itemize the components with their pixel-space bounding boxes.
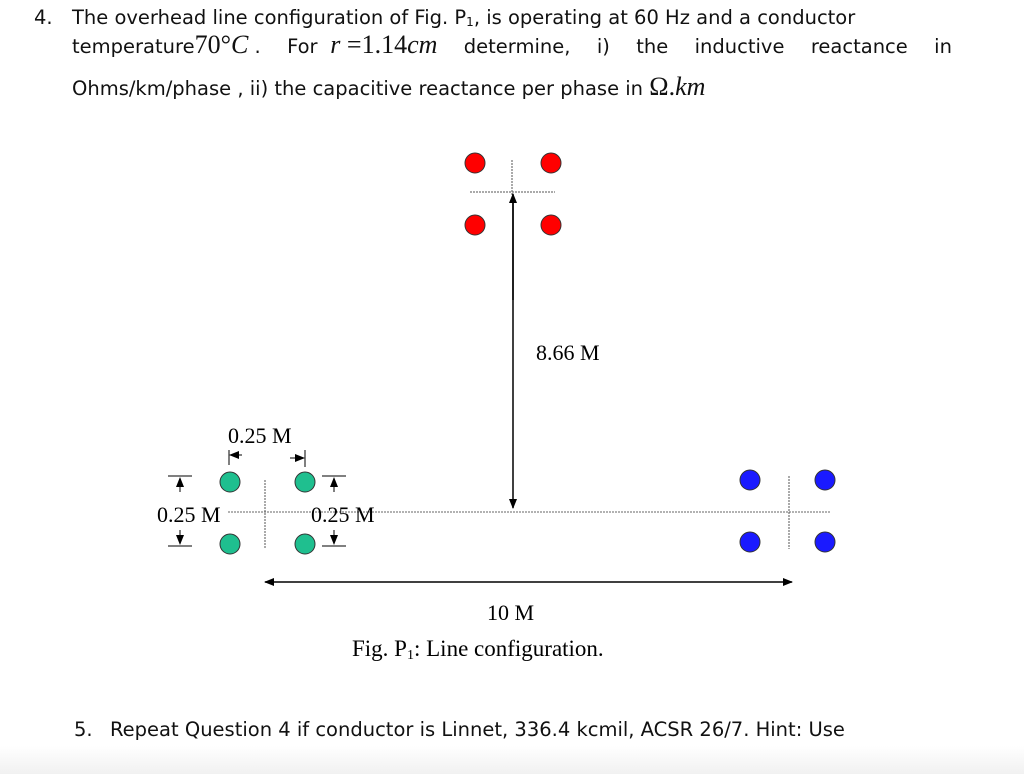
question-4-line-3: Ohms/km/phase , ii) the capacitive react… <box>72 72 705 102</box>
figure-caption: Fig. P1: Line configuration. <box>352 636 604 663</box>
text: determine, <box>463 35 571 58</box>
question-5-line-1: Repeat Question 4 if conductor is Linnet… <box>110 718 845 741</box>
horizontal-distance-label: 10 M <box>487 600 534 625</box>
text: The overhead line configuration of Fig. … <box>72 6 467 29</box>
conductor-blue <box>739 531 761 553</box>
text: inductive <box>694 35 785 58</box>
conductor-green <box>219 533 241 555</box>
unit-expression: Ω.km <box>649 72 706 101</box>
text: For <box>287 35 318 58</box>
question-4-line-2: temperature70°C . For r =1.14cm determin… <box>72 30 952 60</box>
text: reactance <box>810 35 908 58</box>
text: the <box>636 35 669 58</box>
vertical-distance-label: 8.66 M <box>536 340 600 365</box>
question-number: 4. <box>34 6 53 29</box>
text: Ohms/km/phase , ii) the capacitive react… <box>72 77 650 100</box>
vertical-dimension: 8.66 M <box>509 193 600 509</box>
top-phase-bundle <box>464 152 562 236</box>
conductor-red <box>464 214 486 236</box>
conductor-green <box>294 471 316 493</box>
right-phase-bundle <box>739 469 836 553</box>
bottom-fade <box>0 746 1024 774</box>
radius-expression: r =1.14cm <box>330 30 438 59</box>
conductor-blue <box>814 531 836 553</box>
conductor-red <box>540 152 562 174</box>
conductor-red <box>540 214 562 236</box>
subscript: 1 <box>466 15 474 29</box>
question-number: 5. <box>74 718 93 741</box>
conductor-blue <box>739 469 761 491</box>
conductor-blue <box>814 469 836 491</box>
temperature-value: 70°C <box>194 30 249 59</box>
text: in <box>934 35 952 58</box>
text: . <box>254 35 261 58</box>
conductor-red <box>464 152 486 174</box>
left-phase-bundle: 0.25 M 0.25 M 0.25 M <box>157 423 375 555</box>
bundle-vertical-spacing-right-label: 0.25 M <box>311 502 375 527</box>
bundle-vertical-spacing-left-label: 0.25 M <box>157 502 221 527</box>
text: , is operating at 60 Hz and a conductor <box>473 6 856 29</box>
temperature-label: temperature <box>72 35 195 58</box>
conductor-green <box>219 471 241 493</box>
line-configuration-figure: 8.66 M 0.25 M 0.25 M 0.25 M <box>157 152 836 663</box>
text: i) <box>596 35 610 58</box>
conductor-green <box>294 533 316 555</box>
bundle-horizontal-spacing-label: 0.25 M <box>228 423 292 448</box>
horizontal-dimension: 10 M <box>264 578 793 625</box>
